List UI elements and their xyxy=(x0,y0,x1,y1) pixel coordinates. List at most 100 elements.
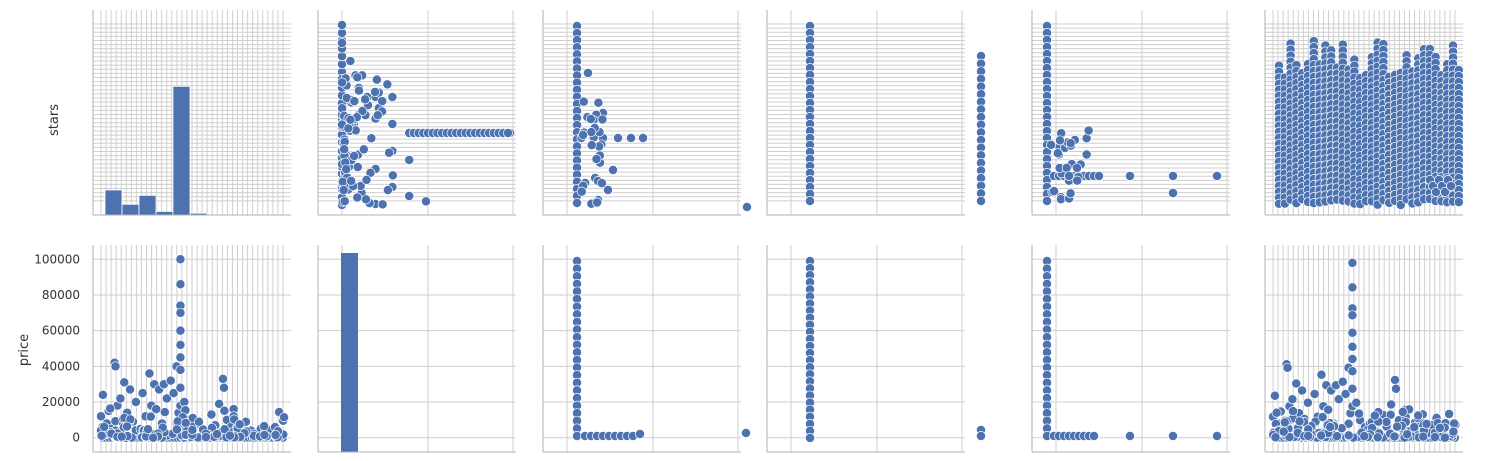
scatter-point xyxy=(596,178,607,189)
scatter-point xyxy=(353,85,364,96)
scatter-point xyxy=(1294,416,1305,427)
scatter-point xyxy=(1446,181,1456,191)
scatter-point xyxy=(1385,409,1396,420)
histogram-bar-price xyxy=(341,253,358,452)
scatter-point xyxy=(1042,196,1052,206)
scatter-point xyxy=(377,199,388,210)
histogram-bar-stars xyxy=(172,85,191,216)
scatter-point xyxy=(387,170,398,181)
scatter-point xyxy=(1089,431,1099,441)
scatter-point xyxy=(741,428,751,438)
scatter-point xyxy=(1386,399,1397,410)
scatter-point xyxy=(346,175,357,186)
scatter-point xyxy=(384,147,395,158)
scatter-point xyxy=(578,96,589,107)
scatter-point xyxy=(175,339,186,350)
scatter-point xyxy=(1389,431,1400,442)
scatter-point xyxy=(372,110,383,121)
scatter-point xyxy=(345,114,356,125)
scatter-point xyxy=(1340,389,1351,399)
scatter-point xyxy=(370,87,381,97)
scatter-point xyxy=(1168,431,1178,441)
scatter-point xyxy=(586,127,597,138)
scatter-point xyxy=(404,155,415,165)
histogram-bar-stars xyxy=(121,203,140,216)
scatter-point xyxy=(1125,171,1135,181)
scatter-point xyxy=(116,431,127,442)
scatter-point xyxy=(1347,282,1358,293)
scatter-point xyxy=(1440,187,1450,197)
scatter-point xyxy=(1302,397,1313,408)
scatter-point xyxy=(1052,148,1063,159)
scatter-point xyxy=(361,194,371,205)
scatter-point xyxy=(586,140,597,151)
scatter-point xyxy=(976,431,986,441)
scatter-point xyxy=(1351,397,1362,408)
gridlines xyxy=(93,10,1463,452)
scatter-point xyxy=(1303,430,1314,441)
scatter-point xyxy=(194,416,204,427)
scatter-point xyxy=(214,398,225,409)
scatter-point xyxy=(165,375,176,386)
scatter-point xyxy=(387,119,398,129)
scatter-point xyxy=(1316,430,1327,441)
scatter-point xyxy=(179,397,190,407)
scatter-point xyxy=(200,432,211,443)
scatter-point xyxy=(572,198,582,208)
scatter-point xyxy=(175,279,186,290)
scatter-point xyxy=(349,151,360,161)
scatter-point xyxy=(357,106,368,116)
scatter-point xyxy=(578,130,589,140)
scatter-point xyxy=(1347,341,1358,352)
scatter-point xyxy=(337,38,347,48)
scatter-point xyxy=(1271,407,1282,418)
y-tick-label-price: 100000 xyxy=(34,252,80,266)
scatter-point xyxy=(148,432,159,443)
scatter-point xyxy=(626,133,636,143)
scatter-point xyxy=(1343,430,1354,441)
scatter-point xyxy=(1343,418,1354,429)
scatter-point xyxy=(234,419,245,430)
scatter-point xyxy=(137,388,148,399)
scatter-point xyxy=(1168,171,1178,181)
scatter-point xyxy=(1325,422,1336,432)
scatter-point xyxy=(212,429,222,440)
scatter-point xyxy=(1391,383,1401,394)
scatter-point xyxy=(1453,197,1464,208)
scatter-point xyxy=(143,424,153,435)
scatter-point xyxy=(99,421,110,432)
scatter-point xyxy=(635,429,645,439)
scatter-point xyxy=(597,114,608,125)
scatter-point xyxy=(1279,417,1290,428)
scatter-point xyxy=(343,123,354,134)
scatter-point xyxy=(742,202,752,212)
scatter-point xyxy=(161,393,172,404)
scatter-point xyxy=(339,196,350,207)
data-marks xyxy=(96,20,1464,452)
scatter-point xyxy=(421,196,431,207)
scatter-point xyxy=(175,307,186,318)
scatter-point xyxy=(219,424,230,435)
scatter-point xyxy=(592,197,603,208)
scatter-point xyxy=(337,20,347,30)
scatter-point xyxy=(1402,429,1413,440)
scatter-point xyxy=(225,430,235,441)
y-axis-label-stars: stars xyxy=(47,104,62,136)
scatter-point xyxy=(341,164,352,175)
scatter-point xyxy=(279,412,289,423)
scatter-point xyxy=(1439,432,1450,443)
scatter-point xyxy=(805,196,815,206)
scatter-point xyxy=(1347,257,1358,268)
scatter-point xyxy=(1049,186,1059,197)
scatter-point xyxy=(1413,410,1424,421)
scatter-point xyxy=(219,382,229,393)
scatter-point xyxy=(805,433,815,443)
scatter-point xyxy=(1064,170,1075,181)
scatter-point xyxy=(1212,171,1222,181)
scatter-point xyxy=(1065,138,1076,149)
scatter-point xyxy=(1072,175,1083,186)
axis-spines xyxy=(92,10,1463,453)
scatter-point xyxy=(371,74,382,85)
scatter-point xyxy=(1347,366,1358,377)
scatter-point xyxy=(175,325,186,336)
